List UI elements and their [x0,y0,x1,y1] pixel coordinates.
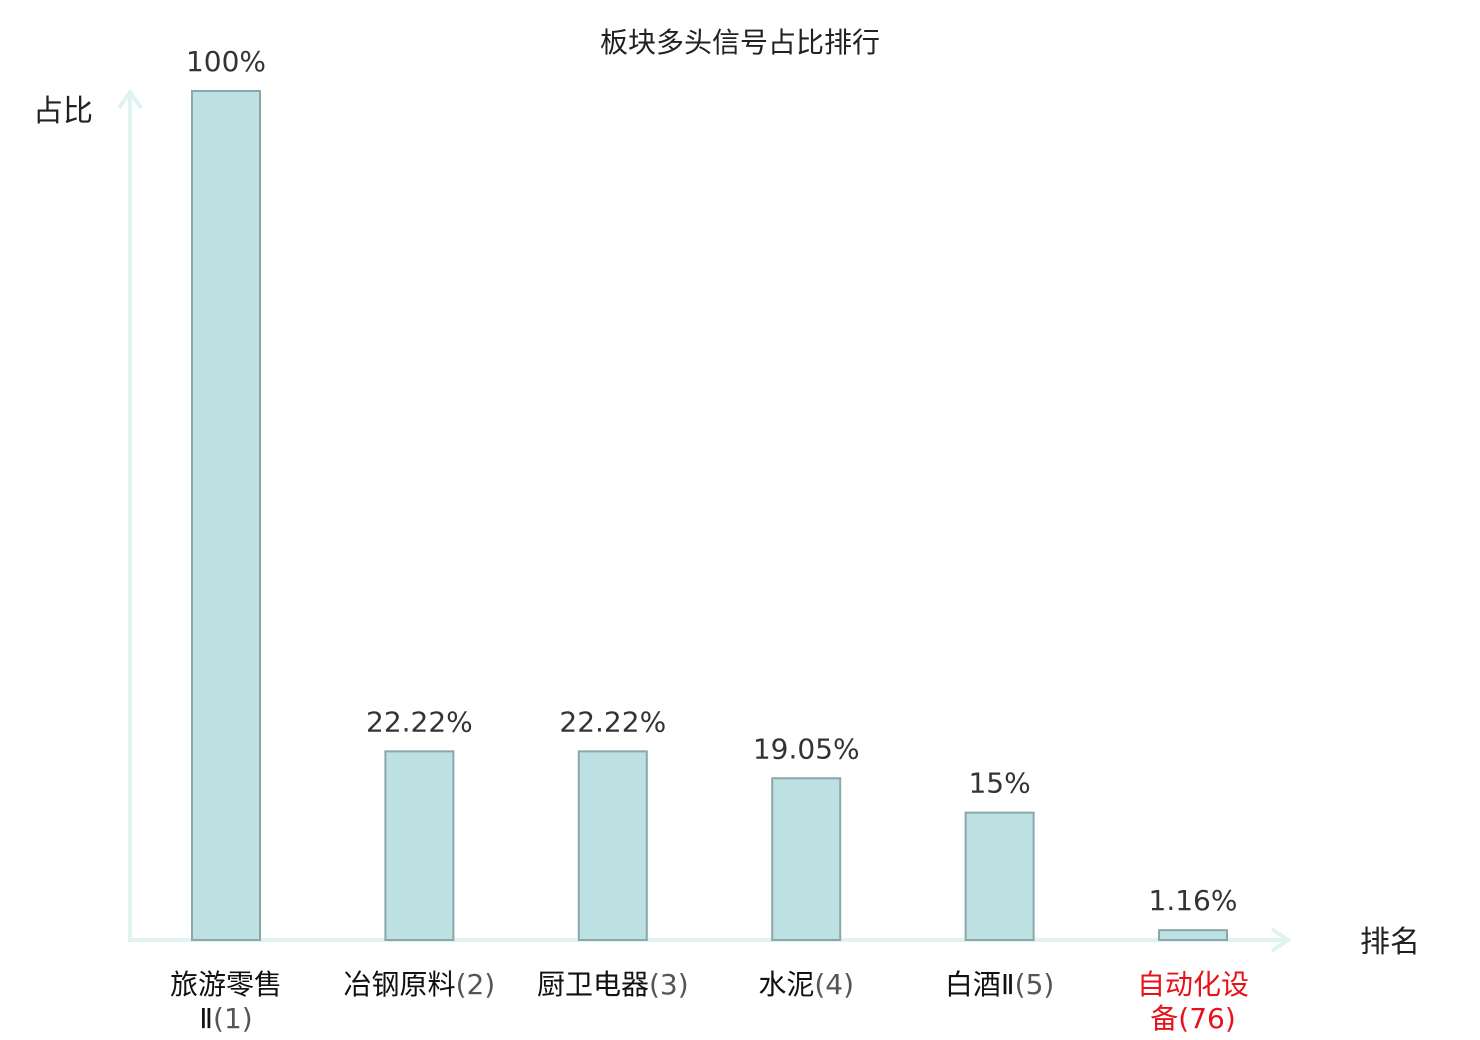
category-tick-label: 厨卫电器(3) [537,968,689,1001]
bar [771,777,842,941]
category-name: 旅游零售 [170,968,282,1001]
category-tick-label: 旅游零售 Ⅱ(1) [170,968,282,1035]
category-name: 厨卫电器 [537,968,649,1001]
x-axis-label: 排名 [1360,925,1420,960]
bar [1158,929,1228,942]
category-tick-label: 自动化设备(76) [1137,968,1249,1035]
bar-value-label: 22.22% [366,705,473,738]
category-rank: (2) [456,968,496,1001]
bar-value-label: 1.16% [1149,884,1238,917]
y-axis-arrow-icon [117,88,143,110]
x-axis-arrow-icon [1270,927,1292,953]
category-name-continued: Ⅱ [199,1002,213,1035]
category-name: 水泥 [758,968,814,1001]
category-rank: (4) [814,968,854,1001]
category-tick-label: 水泥(4) [758,968,854,1001]
bar-value-label: 15% [968,767,1030,800]
category-rank: (5) [1015,968,1055,1001]
category-rank: (76) [1178,1002,1235,1035]
category-rank: (1) [213,1002,253,1035]
bar [577,750,648,941]
bar [384,750,455,941]
category-name: 冶钢原料 [344,968,456,1001]
chart-title: 板块多头信号占比排行 [600,26,880,59]
category-tick-label: 冶钢原料(2) [344,968,496,1001]
category-tick-label: 白酒Ⅱ(5) [945,968,1054,1001]
category-name: 自动化设 [1137,968,1249,1001]
bar-value-label: 19.05% [753,732,860,765]
bar-value-label: 22.22% [559,705,666,738]
bar [964,811,1035,942]
bars-group: 100% 旅游零售 Ⅱ(1) 22.22% 冶钢原料(2) 22.22% 厨卫电器(3) 19… [170,45,1249,1035]
bar-value-label: 100% [186,45,266,78]
bar [191,90,261,941]
category-name: 白酒Ⅱ [945,968,1015,1001]
category-name-continued: 备 [1150,1002,1178,1035]
y-axis-label: 占比 [33,94,93,129]
category-rank: (3) [649,968,689,1001]
